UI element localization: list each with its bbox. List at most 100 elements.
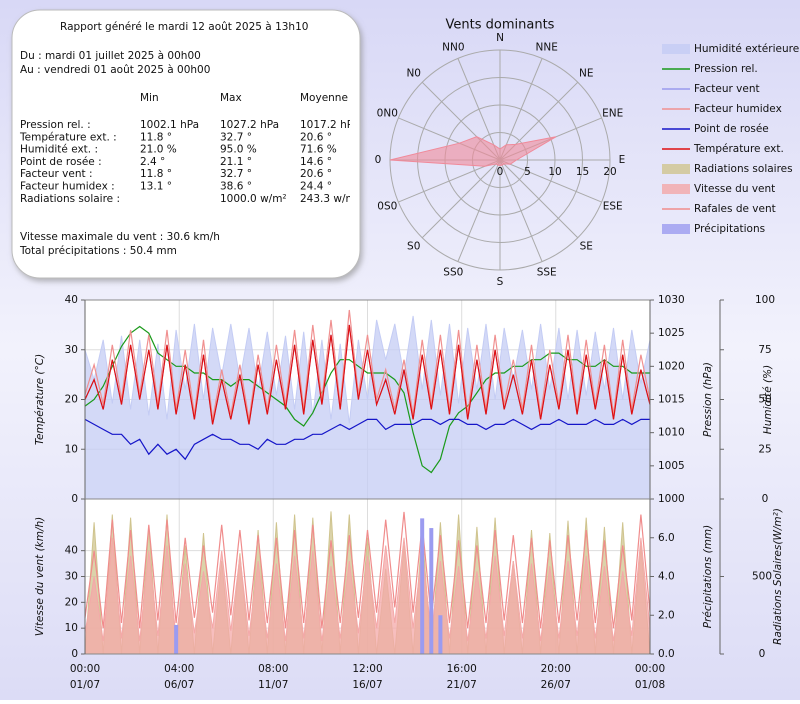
table-cell: Humidité ext. : xyxy=(20,144,98,156)
table-cell: 20.6 ° xyxy=(300,131,332,143)
y-tick-label: 1025 xyxy=(658,327,685,339)
x-tick-label: 00:00 xyxy=(70,663,100,675)
direction-label: S xyxy=(497,276,504,288)
table-cell: 32.7 ° xyxy=(220,168,252,180)
summary-box xyxy=(11,9,361,279)
direction-label: NN0 xyxy=(442,41,464,53)
line-series xyxy=(84,324,651,425)
table-cell: 14.6 ° xyxy=(300,156,332,168)
y-tick-label: 6.0 xyxy=(658,532,675,544)
axis-title: Pression (hPa) xyxy=(702,362,714,437)
y-tick-label: 2.0 xyxy=(658,609,675,621)
spoke xyxy=(499,159,579,239)
y-tick-label: 1010 xyxy=(658,427,685,439)
y-tick-label: 50 xyxy=(758,394,771,406)
table-cell: 1000.0 w/m² xyxy=(220,193,287,205)
legend-label: Rafales de vent xyxy=(694,203,776,215)
y-tick-label: 25 xyxy=(758,443,771,455)
area-series xyxy=(84,537,651,655)
legend-swatch xyxy=(662,44,690,54)
y-tick-label: 0 xyxy=(762,493,769,505)
x-tick-label: 04:00 xyxy=(164,663,194,675)
table-cell: 21.1 ° xyxy=(220,156,252,168)
table-cell: 243.3 w/m² xyxy=(300,193,360,205)
legend-label: Humidité extérieure xyxy=(694,43,799,55)
table-cell: Température ext. : xyxy=(19,131,117,143)
y-tick-label: 20 xyxy=(65,596,78,608)
direction-label: N0 xyxy=(406,68,421,80)
table-cell: Facteur humidex : xyxy=(20,181,115,193)
table-cell: 11.8 ° xyxy=(140,168,172,180)
direction-label: SS0 xyxy=(443,267,463,279)
wind-rose-area xyxy=(389,136,557,167)
table-cell: Pression rel. : xyxy=(20,119,91,131)
legend-label: Vitesse du vent xyxy=(694,183,775,195)
direction-label: N xyxy=(496,32,504,44)
direction-label: ESE xyxy=(603,201,623,213)
direction-label: NE xyxy=(579,68,594,80)
spoke xyxy=(421,159,501,239)
precip-bar xyxy=(174,624,179,654)
y-tick-label: 30 xyxy=(65,344,78,356)
legend-label: Facteur humidex xyxy=(694,103,782,115)
table-cell: 1002.1 hPa xyxy=(140,119,199,131)
legend-label: Pression rel. xyxy=(694,63,758,75)
table-cell: 71.6 % xyxy=(300,144,337,156)
y-tick-label: 500 xyxy=(752,571,772,583)
x-tick-date: 06/07 xyxy=(164,679,194,691)
y-tick-label: 20 xyxy=(65,394,78,406)
direction-label: ENE xyxy=(602,107,623,119)
table-cell: Radiations solaire : xyxy=(20,193,120,205)
spoke xyxy=(398,159,501,203)
legend-label: Précipitations xyxy=(694,223,765,235)
spoke xyxy=(457,58,501,161)
axis-title: Précipitations (mm) xyxy=(702,525,714,629)
table-cell: 95.0 % xyxy=(220,144,257,156)
y-tick-label: 0.0 xyxy=(658,648,675,660)
y-tick-label: 1030 xyxy=(658,294,685,306)
table-cell: 24.4 ° xyxy=(300,181,332,193)
spoke xyxy=(499,159,602,203)
y-tick-label: 1015 xyxy=(658,394,685,406)
y-tick-label: 40 xyxy=(65,294,78,306)
table-cell: 20.6 ° xyxy=(300,168,332,180)
axis-title: Humidité (%) xyxy=(762,365,774,434)
report-title: Rapport généré le mardi 12 août 2025 à 1… xyxy=(60,21,308,33)
y-tick-label: 100 xyxy=(755,294,775,306)
axis-title: Radiations Solaires(W/m²) xyxy=(772,508,784,645)
direction-label: NNE xyxy=(536,41,558,53)
radial-tick-label: 15 xyxy=(576,166,589,178)
y-tick-label: 4.0 xyxy=(658,571,675,583)
x-tick-date: 11/07 xyxy=(258,679,288,691)
table-cell: 21.0 % xyxy=(140,144,177,156)
line-series xyxy=(84,418,650,461)
table-cell: Facteur vent : xyxy=(20,168,93,180)
legend-label: Radiations solaires xyxy=(694,163,793,175)
table-cell: 1017.2 hPa xyxy=(300,119,359,131)
table-cell: 11.8 ° xyxy=(140,131,172,143)
x-tick-label: 16:00 xyxy=(447,663,477,675)
precip-bar xyxy=(420,518,425,654)
y-tick-label: 40 xyxy=(65,545,78,557)
table-cell: 1027.2 hPa xyxy=(220,119,279,131)
y-tick-label: 1000 xyxy=(658,493,685,505)
axis-title: Vitesse du vent (km/h) xyxy=(34,517,46,637)
direction-label: S0 xyxy=(407,240,420,252)
spoke xyxy=(499,159,543,262)
legend-label: Point de rosée xyxy=(694,123,769,135)
x-tick-label: 20:00 xyxy=(541,663,571,675)
x-tick-label: 00:00 xyxy=(635,663,665,675)
table-cell: 32.7 ° xyxy=(220,131,252,143)
spoke xyxy=(499,58,543,161)
legend-label: Température ext. xyxy=(693,143,784,155)
x-tick-date: 26/07 xyxy=(541,679,571,691)
table-cell: 2.4 ° xyxy=(140,156,165,168)
x-tick-date: 01/07 xyxy=(70,679,100,691)
radial-tick-label: 10 xyxy=(548,166,561,178)
y-tick-label: 1005 xyxy=(658,460,685,472)
direction-label: SE xyxy=(580,240,593,252)
y-tick-label: 0 xyxy=(759,648,766,660)
precip-bar xyxy=(429,528,434,654)
